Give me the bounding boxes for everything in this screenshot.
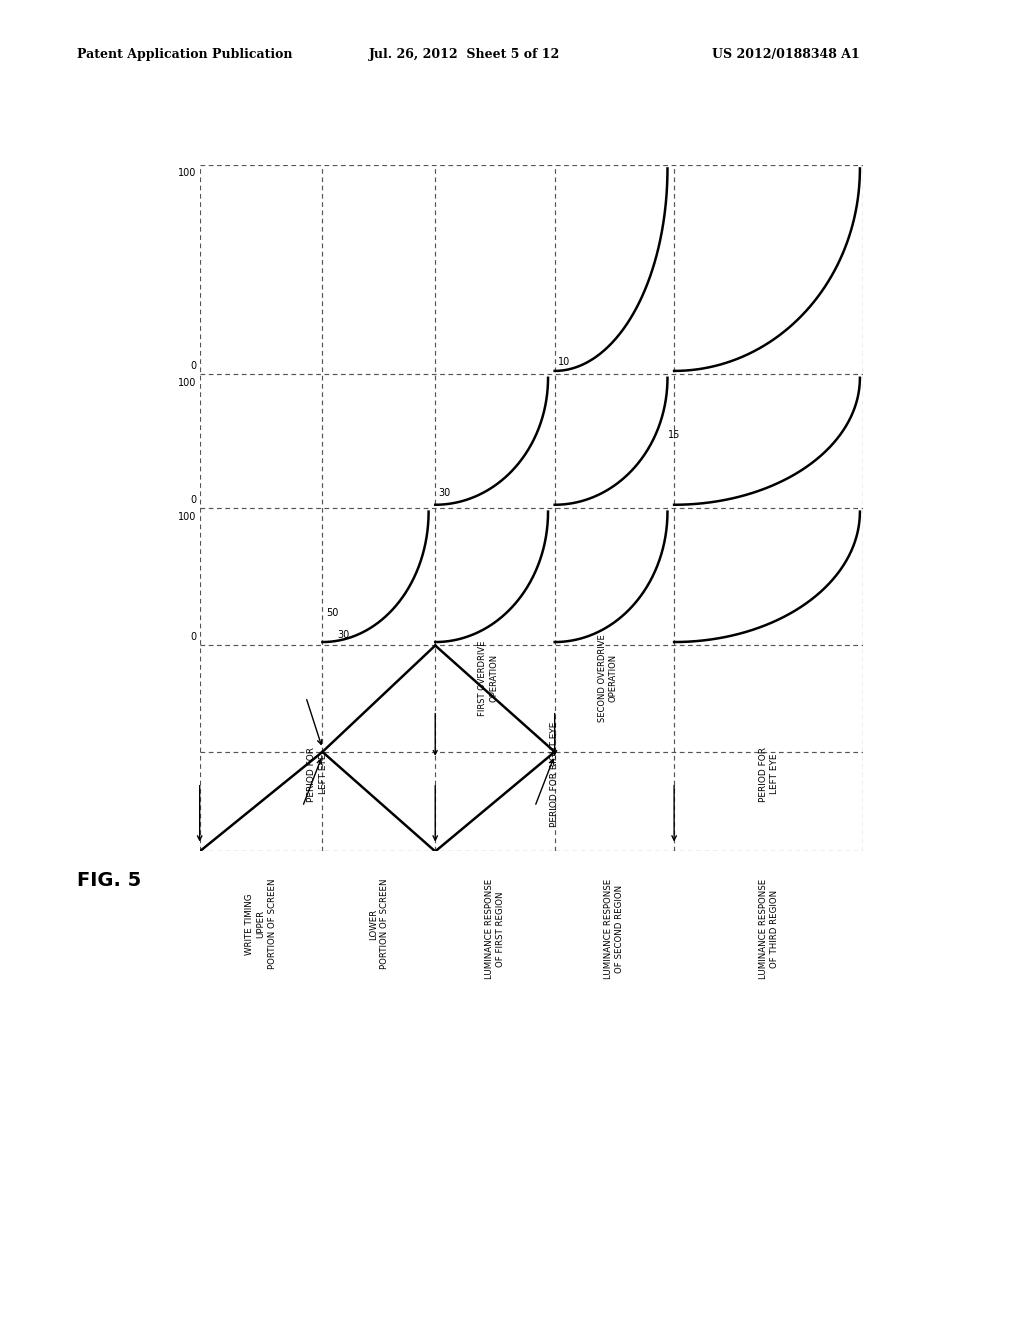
Text: LUMINANCE RESPONSE
OF THIRD REGION: LUMINANCE RESPONSE OF THIRD REGION [759, 879, 778, 979]
Text: 0: 0 [190, 632, 197, 642]
Text: 100: 100 [178, 169, 197, 178]
Text: 15: 15 [668, 429, 680, 440]
Text: LUMINANCE RESPONSE
OF FIRST REGION: LUMINANCE RESPONSE OF FIRST REGION [485, 879, 505, 979]
Text: 100: 100 [178, 512, 197, 521]
Text: Patent Application Publication: Patent Application Publication [77, 48, 292, 61]
Text: PERIOD FOR
LEFT EYE: PERIOD FOR LEFT EYE [759, 747, 778, 801]
Text: 10: 10 [558, 358, 570, 367]
Text: LUMINANCE RESPONSE
OF SECOND REGION: LUMINANCE RESPONSE OF SECOND REGION [604, 879, 625, 979]
Text: 0: 0 [190, 360, 197, 371]
Text: PERIOD FOR
LEFT EYE: PERIOD FOR LEFT EYE [307, 747, 328, 801]
Text: 30: 30 [337, 630, 349, 640]
Text: SECOND OVERDRIVE
OPERATION: SECOND OVERDRIVE OPERATION [598, 634, 617, 722]
Text: LOWER
PORTION OF SCREEN: LOWER PORTION OF SCREEN [369, 879, 389, 969]
Text: FIG. 5: FIG. 5 [77, 871, 141, 890]
Text: 50: 50 [326, 609, 338, 618]
Text: 0: 0 [190, 495, 197, 504]
Text: 100: 100 [178, 378, 197, 388]
Text: PERIOD FOR RIGHT EYE: PERIOD FOR RIGHT EYE [550, 722, 559, 826]
Text: WRITE TIMING
UPPER
PORTION OF SCREEN: WRITE TIMING UPPER PORTION OF SCREEN [246, 879, 276, 969]
Text: US 2012/0188348 A1: US 2012/0188348 A1 [712, 48, 859, 61]
Text: Jul. 26, 2012  Sheet 5 of 12: Jul. 26, 2012 Sheet 5 of 12 [369, 48, 560, 61]
Text: FIRST OVERDRIVE
OPERATION: FIRST OVERDRIVE OPERATION [478, 640, 499, 715]
Text: 30: 30 [438, 488, 451, 498]
